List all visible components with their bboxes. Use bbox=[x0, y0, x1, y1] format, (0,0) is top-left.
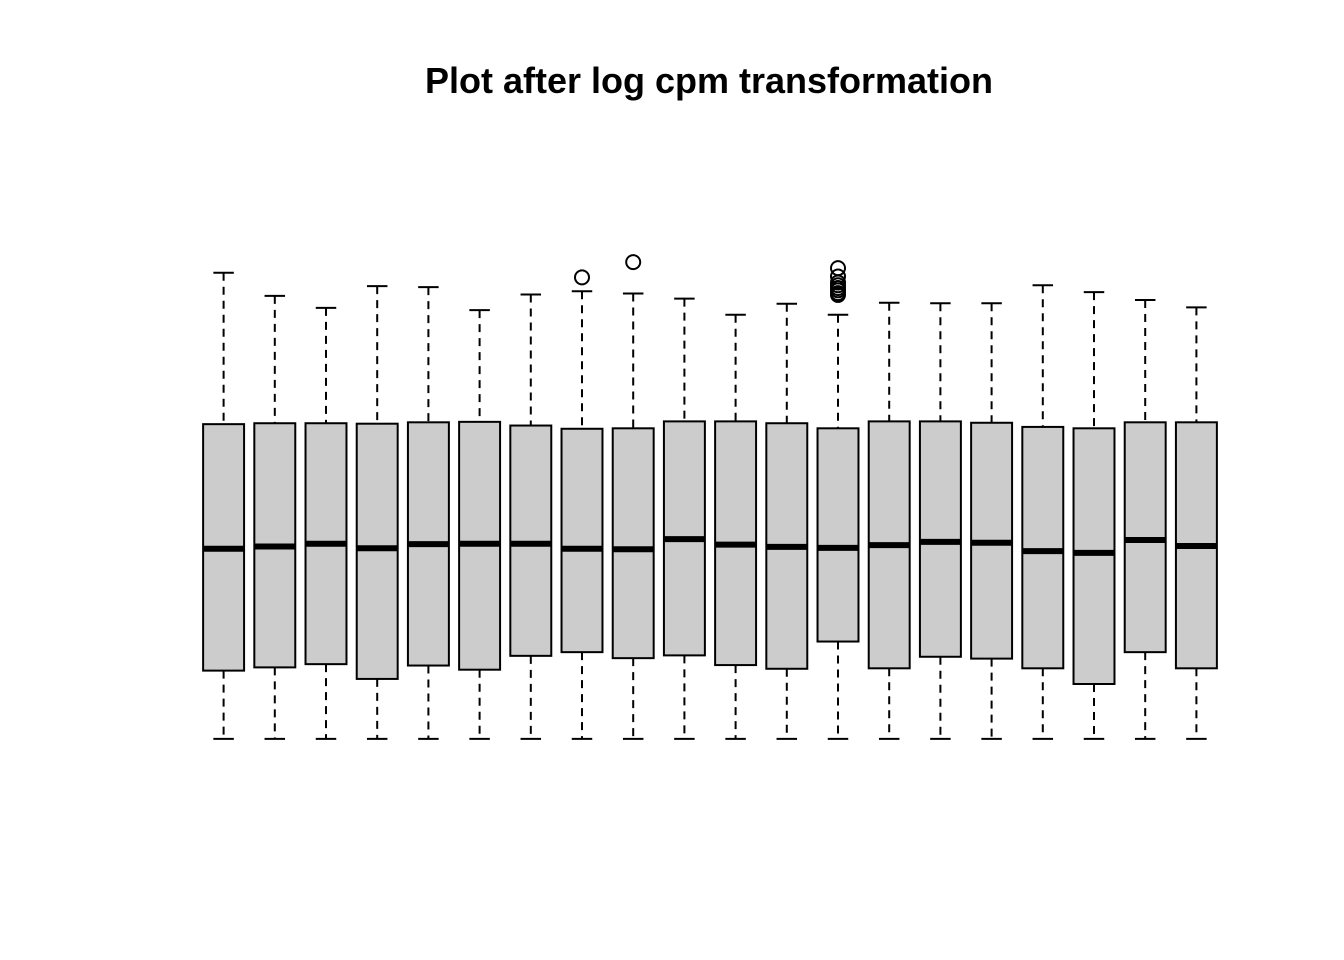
box-6 bbox=[458, 309, 502, 740]
box-18 bbox=[1072, 291, 1116, 740]
box-5 bbox=[406, 286, 450, 740]
box-12 bbox=[765, 302, 809, 740]
box-15 bbox=[918, 302, 962, 740]
box-9 bbox=[611, 254, 655, 740]
box-4 bbox=[355, 285, 399, 740]
box-17 bbox=[1021, 284, 1065, 740]
chart-title: Plot after log cpm transformation bbox=[425, 60, 993, 101]
box-16 bbox=[970, 302, 1014, 740]
iqr-box bbox=[611, 427, 655, 660]
box-10 bbox=[662, 297, 706, 740]
box-2 bbox=[253, 294, 297, 740]
outlier-point bbox=[830, 260, 846, 277]
iqr-box bbox=[560, 427, 604, 654]
outlier-point bbox=[625, 254, 642, 271]
iqr-box bbox=[1072, 427, 1116, 685]
outlier-point bbox=[574, 269, 590, 286]
box-8 bbox=[560, 269, 604, 740]
box-1 bbox=[202, 271, 246, 740]
iqr-box bbox=[509, 424, 553, 657]
iqr-box bbox=[1021, 425, 1065, 670]
iqr-box bbox=[355, 422, 399, 680]
boxes-group bbox=[202, 254, 1218, 740]
box-13 bbox=[816, 260, 860, 740]
box-11 bbox=[714, 313, 758, 740]
box-3 bbox=[304, 306, 348, 740]
box-19 bbox=[1123, 299, 1167, 740]
box-7 bbox=[509, 293, 553, 740]
iqr-box bbox=[816, 427, 860, 643]
box-14 bbox=[867, 301, 911, 740]
outlier-point bbox=[830, 268, 846, 285]
box-20 bbox=[1174, 306, 1218, 740]
